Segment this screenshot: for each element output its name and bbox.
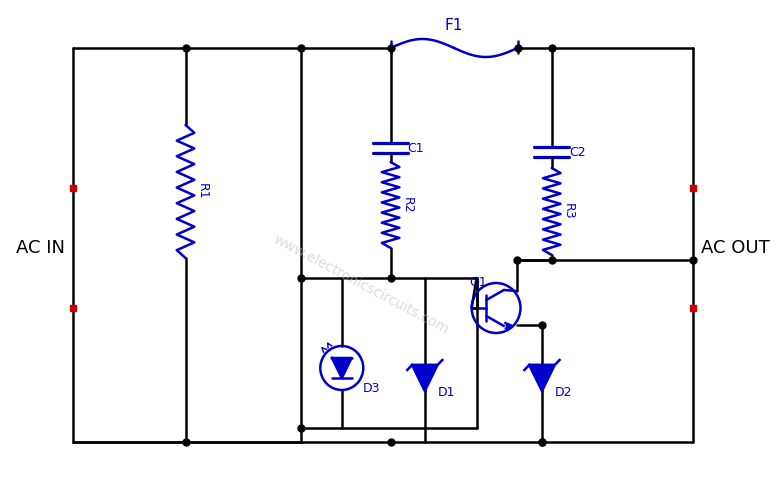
Text: D3: D3 xyxy=(363,381,380,394)
Text: R1: R1 xyxy=(196,183,208,200)
Polygon shape xyxy=(412,365,438,391)
Text: C1: C1 xyxy=(408,141,424,154)
Text: www.electronicscircuits.com: www.electronicscircuits.com xyxy=(271,233,451,337)
Polygon shape xyxy=(529,365,554,391)
Text: D2: D2 xyxy=(554,387,572,399)
Text: AC OUT: AC OUT xyxy=(701,239,770,257)
Text: AC IN: AC IN xyxy=(16,239,66,257)
Text: R2: R2 xyxy=(401,197,413,213)
Polygon shape xyxy=(332,358,352,378)
Text: D1: D1 xyxy=(438,387,455,399)
Text: Q1: Q1 xyxy=(470,275,487,288)
Text: R3: R3 xyxy=(562,203,575,220)
Text: C2: C2 xyxy=(568,146,586,158)
Text: F1: F1 xyxy=(445,18,464,33)
